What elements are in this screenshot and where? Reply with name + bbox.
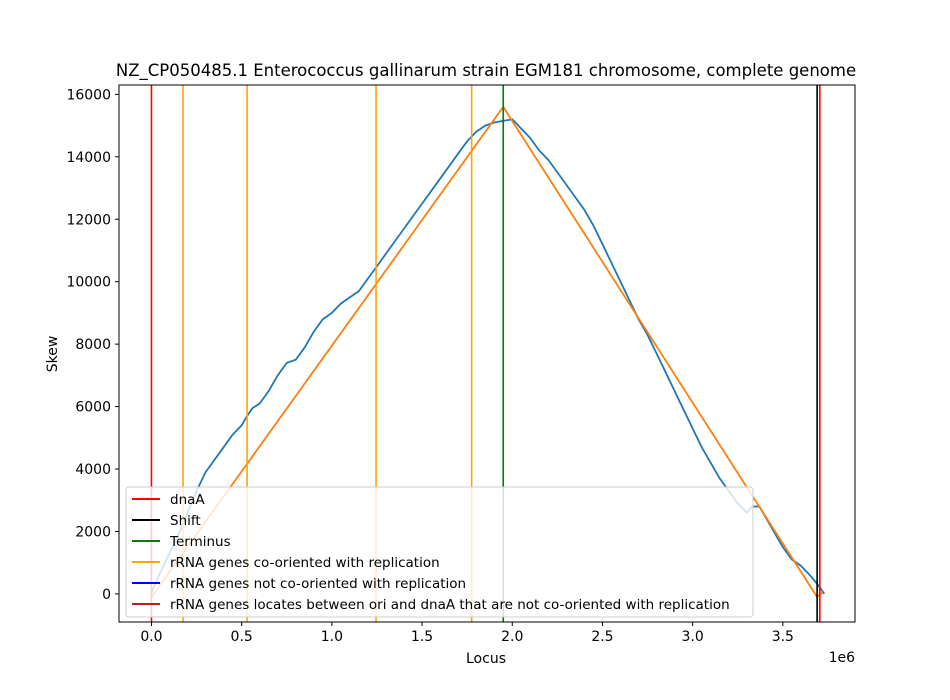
plot-frame [118, 84, 856, 623]
x-tick-label: 2.0 [501, 629, 523, 645]
plot-area [150, 85, 826, 622]
x-tick-label: 2.5 [591, 629, 613, 645]
legend: dnaA Shift Terminus rRNA genes co-oriented … [125, 486, 754, 618]
x-tick-label: 1.5 [411, 629, 433, 645]
y-tick-label: 10000 [66, 275, 111, 291]
chart-title: NZ_CP050485.1 Enterococcus gallinarum st… [116, 61, 856, 81]
legend-label-shift: Shift [170, 513, 201, 529]
y-tick-label: 4000 [75, 462, 111, 478]
legend-label-rrna_co: rRNA genes co-oriented with replication [170, 555, 440, 571]
legend-box [125, 486, 754, 618]
y-tick-label: 6000 [75, 400, 111, 416]
legend-label-rrna_between: rRNA genes locates between ori and dnaA … [170, 597, 730, 613]
x-tick-label: 1.0 [321, 629, 343, 645]
y-tick-label: 14000 [66, 150, 111, 166]
legend-label-rrna_not_co: rRNA genes not co-oriented with replicat… [170, 576, 466, 592]
plot-inner [150, 85, 826, 622]
y-axis-label: Skew [45, 336, 61, 373]
x-tick-label: 0.0 [140, 629, 162, 645]
legend-label-terminus: Terminus [169, 534, 231, 550]
x-tick-label: 3.5 [772, 629, 794, 645]
legend-label-dnaA: dnaA [170, 492, 205, 508]
x-tick-label: 3.0 [682, 629, 704, 645]
x-tick-label: 0.5 [231, 629, 253, 645]
y-tick-label: 12000 [66, 212, 111, 228]
x-axis-label: Locus [466, 651, 506, 667]
y-tick-label: 16000 [66, 87, 111, 103]
axis-ticks: 0.0 0.5 1.0 1.5 2.0 2.5 3.0 3.5 0 2000 4000 6000 800… [66, 87, 794, 645]
y-tick-label: 0 [102, 587, 111, 603]
x-axis-offset-label: 1e6 [829, 650, 856, 666]
y-tick-label: 2000 [75, 524, 111, 540]
skew-line [150, 118, 826, 595]
y-tick-label: 8000 [75, 337, 111, 353]
